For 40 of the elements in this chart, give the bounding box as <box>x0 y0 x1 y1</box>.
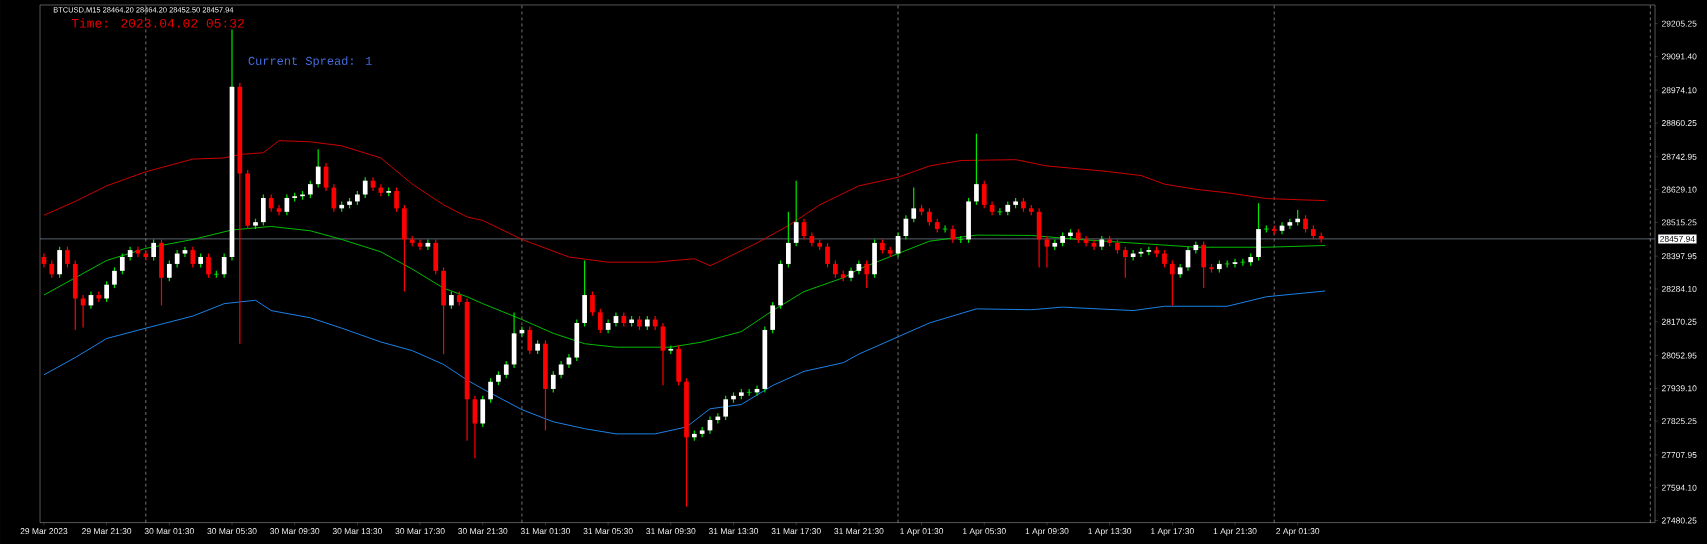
x-tick-label: 30 Mar 09:30 <box>270 528 320 535</box>
y-tick-label: 28515.25 <box>1661 219 1697 226</box>
x-tick-label: 1 Apr 01:30 <box>900 528 944 536</box>
y-tick-label: 28052.95 <box>1661 352 1697 359</box>
y-tick-label: 28397.95 <box>1661 253 1697 260</box>
x-tick-label: 30 Mar 17:30 <box>395 528 445 535</box>
y-tick-label: 28974.10 <box>1661 87 1697 94</box>
y-tick-label: 27825.25 <box>1661 418 1697 425</box>
x-tick-label: 30 Mar 13:30 <box>332 528 382 535</box>
x-tick-label: 31 Mar 05:30 <box>583 528 633 535</box>
y-tick-label: 28629.10 <box>1661 186 1697 193</box>
x-tick-label: 31 Mar 21:30 <box>834 528 884 535</box>
y-tick-label: 27939.10 <box>1661 385 1697 392</box>
x-tick-label: 30 Mar 01:30 <box>144 528 194 535</box>
x-tick-label: 31 Mar 17:30 <box>771 528 821 535</box>
x-tick-label: 1 Apr 05:30 <box>963 528 1006 536</box>
x-tick-label: 31 Mar 09:30 <box>646 528 696 535</box>
y-tick-label: 29205.25 <box>1661 20 1697 27</box>
x-tick-label: 30 Mar 05:30 <box>207 528 257 535</box>
x-tick-label: 31 Mar 13:30 <box>708 528 759 535</box>
x-tick-label: 31 Mar 01:30 <box>520 528 571 535</box>
y-tick-label: 29091.40 <box>1661 53 1697 60</box>
x-tick-label: 29 Mar 2023 <box>20 528 68 535</box>
y-tick-label: 27594.10 <box>1661 484 1697 491</box>
y-tick-label: 27480.25 <box>1661 517 1697 524</box>
x-tick-label: 1 Apr 13:30 <box>1088 528 1132 536</box>
y-tick-label: 28742.95 <box>1661 153 1697 160</box>
x-tick-label: 1 Apr 17:30 <box>1151 528 1194 536</box>
y-tick-label: 28860.25 <box>1661 120 1697 126</box>
y-tick-label: 28284.10 <box>1661 285 1697 292</box>
x-tick-label: 1 Apr 09:30 <box>1025 528 1069 536</box>
x-tick-label: 29 Mar 21:30 <box>82 528 132 535</box>
x-tick-label: 2 Apr 01:30 <box>1276 528 1320 536</box>
y-tick-label: 28170.25 <box>1661 318 1697 325</box>
ref-line-label: 28457.94 <box>1660 235 1695 242</box>
x-tick-label: 1 Apr 21:30 <box>1213 528 1257 536</box>
y-tick-label: 27707.95 <box>1661 451 1697 458</box>
x-tick-label: 30 Mar 21:30 <box>458 528 508 535</box>
annotation: Current Spread: 1 <box>248 56 372 68</box>
annotation: Time: 2023.04.02 05:32 <box>71 18 244 28</box>
